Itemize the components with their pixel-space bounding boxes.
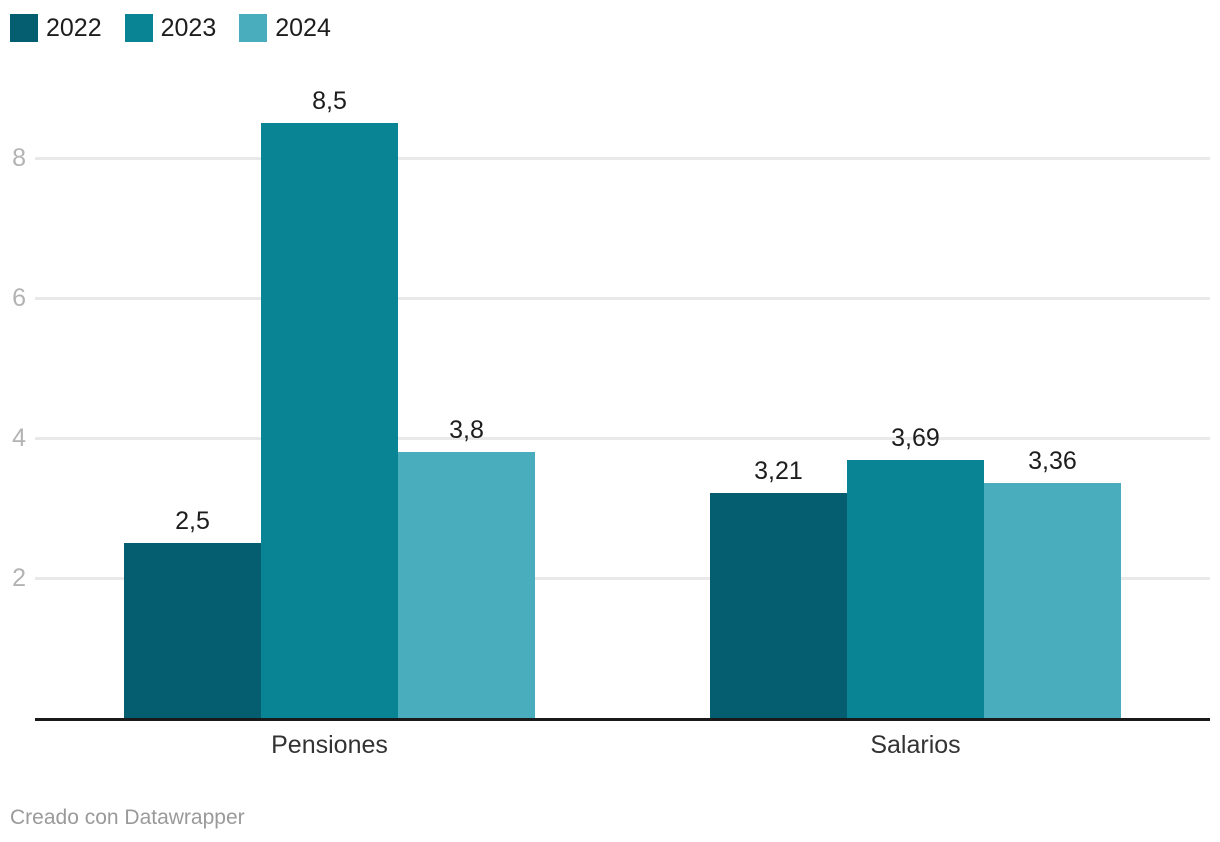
attribution-link[interactable]: Creado con Datawrapper	[10, 806, 245, 829]
y-tick-label-8: 8	[12, 144, 26, 172]
gridline-y-2	[35, 577, 1210, 580]
bar-Salarios-2024	[984, 483, 1121, 718]
bar-Pensiones-2024	[398, 452, 535, 718]
value-label-Pensiones-2023: 8,5	[312, 87, 347, 115]
legend-swatch-icon	[239, 14, 268, 42]
legend-swatch-icon	[124, 14, 153, 42]
legend-item-2024: 2024	[239, 14, 331, 42]
bar-Salarios-2022	[710, 493, 847, 718]
legend: 2022 2023 2024	[10, 14, 331, 42]
bar-Pensiones-2023	[261, 123, 398, 718]
gridline-y-4	[35, 437, 1210, 440]
value-label-Pensiones-2022: 2,5	[175, 507, 210, 535]
y-tick-label-2: 2	[12, 564, 26, 592]
legend-label: 2024	[275, 14, 331, 42]
value-label-Salarios-2023: 3,69	[891, 424, 940, 452]
bar-Salarios-2023	[847, 460, 984, 718]
category-label-Salarios: Salarios	[870, 731, 961, 759]
legend-label: 2022	[46, 14, 102, 42]
value-label-Pensiones-2024: 3,8	[449, 416, 484, 444]
legend-swatch-icon	[10, 14, 38, 42]
value-label-Salarios-2024: 3,36	[1028, 447, 1077, 475]
bar-Pensiones-2022	[124, 543, 261, 718]
category-label-Pensiones: Pensiones	[271, 731, 388, 759]
gridline-y-6	[35, 297, 1210, 300]
y-tick-label-4: 4	[12, 424, 26, 452]
legend-item-2023: 2023	[124, 14, 217, 42]
value-label-Salarios-2022: 3,21	[754, 457, 803, 485]
legend-label: 2023	[160, 14, 217, 42]
y-tick-label-6: 6	[12, 284, 26, 312]
legend-item-2022: 2022	[10, 14, 102, 42]
x-axis-line	[35, 718, 1210, 721]
gridline-y-8	[35, 157, 1210, 160]
